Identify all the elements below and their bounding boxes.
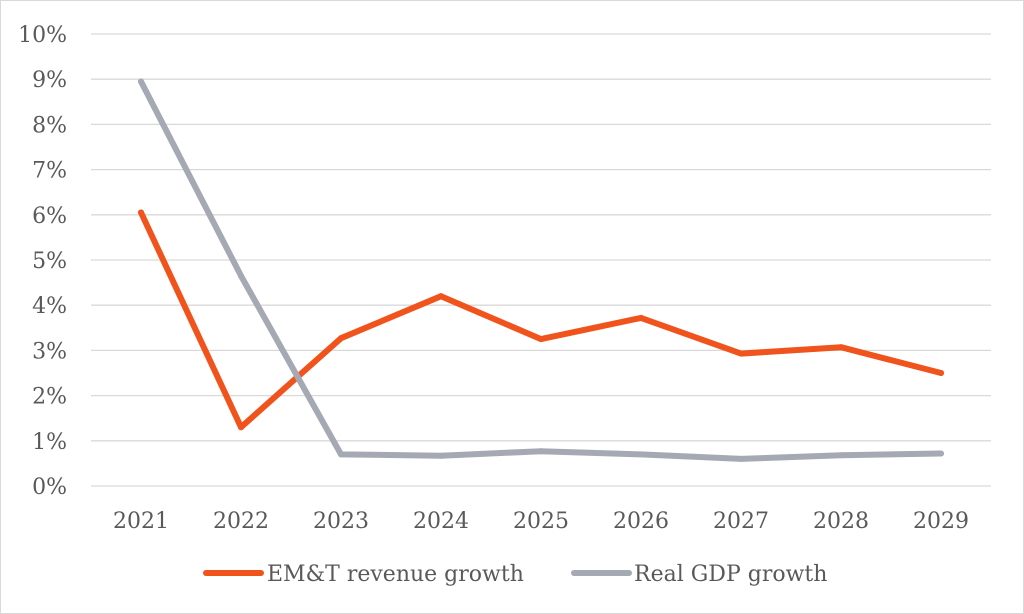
x-tick-label: 2027 (713, 509, 769, 534)
y-tick-label: 9% (32, 68, 67, 93)
data-point (638, 314, 644, 321)
series-lines (138, 78, 944, 462)
y-tick-label: 5% (32, 249, 67, 274)
y-axis-ticks: 0% 1% 2% 3% 4% 5% 6% 7% 8% 9% 10% (18, 23, 67, 500)
x-tick-label: 2029 (913, 509, 969, 534)
data-point (838, 344, 844, 351)
legend-item: Real GDP growth (571, 562, 827, 587)
legend-item: EM&T revenue growth (203, 562, 524, 587)
data-point (138, 209, 144, 216)
y-tick-label: 0% (32, 475, 67, 500)
y-tick-label: 4% (32, 294, 67, 319)
data-point (638, 451, 644, 458)
x-tick-label: 2022 (213, 509, 269, 534)
data-point (238, 424, 244, 431)
data-point (538, 336, 544, 343)
data-point (138, 78, 144, 85)
x-tick-label: 2023 (313, 509, 369, 534)
legend: EM&T revenue growth Real GDP growth (203, 562, 827, 587)
y-tick-label: 7% (32, 159, 67, 184)
x-tick-label: 2028 (813, 509, 869, 534)
data-point (338, 335, 344, 342)
x-axis-ticks: 2021 2022 2023 2024 2025 2026 2027 2028 2029 (113, 509, 969, 534)
legend-label: Real GDP growth (634, 562, 827, 587)
data-point (538, 448, 544, 455)
data-point (738, 455, 744, 462)
x-tick-label: 2024 (413, 509, 469, 534)
data-point (338, 451, 344, 458)
x-tick-label: 2021 (113, 509, 169, 534)
y-tick-label: 1% (32, 430, 67, 455)
data-point (738, 350, 744, 357)
legend-label: EM&T revenue growth (267, 562, 524, 587)
data-point (238, 272, 244, 279)
data-point (438, 452, 444, 459)
y-tick-label: 8% (32, 113, 67, 138)
data-point (438, 293, 444, 300)
y-tick-label: 6% (32, 204, 67, 229)
data-point (938, 370, 944, 376)
y-tick-label: 10% (18, 23, 67, 48)
y-tick-label: 2% (32, 385, 67, 410)
y-tick-label: 3% (32, 339, 67, 364)
series-line-real-gdp-growth (138, 78, 944, 462)
data-point (938, 450, 944, 457)
x-tick-label: 2026 (613, 509, 669, 534)
data-point (838, 452, 844, 459)
x-tick-label: 2025 (513, 509, 569, 534)
gridlines (91, 33, 991, 487)
